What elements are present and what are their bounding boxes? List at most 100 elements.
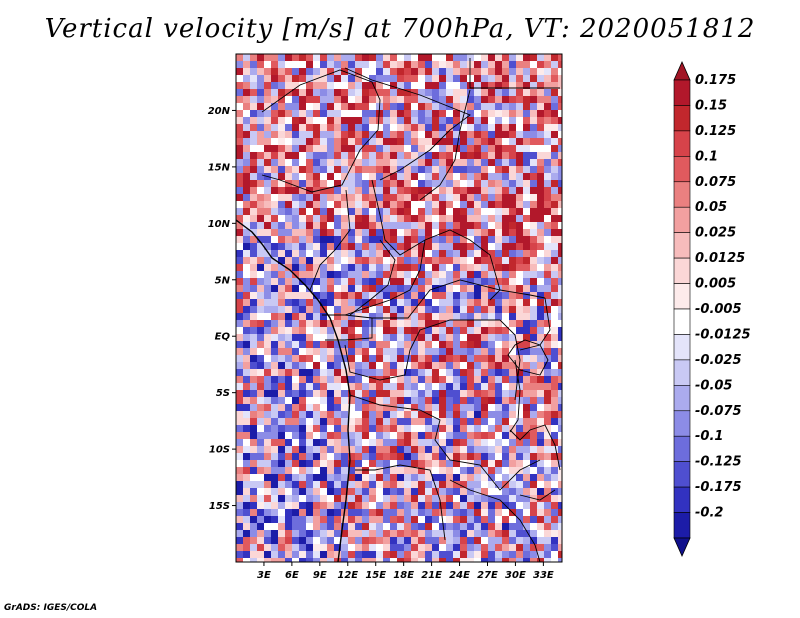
field-cell <box>369 96 376 103</box>
field-cell <box>551 96 558 103</box>
field-cell <box>257 383 264 390</box>
field-cell <box>292 124 299 131</box>
field-cell <box>467 467 474 474</box>
field-cell <box>411 264 418 271</box>
field-cell <box>390 348 397 355</box>
field-cell <box>264 334 271 341</box>
field-cell <box>530 516 537 523</box>
field-cell <box>537 425 544 432</box>
field-cell <box>516 257 523 264</box>
field-cell <box>243 166 250 173</box>
field-cell <box>474 222 481 229</box>
field-cell <box>355 460 362 467</box>
field-cell <box>509 551 516 558</box>
field-cell <box>313 439 320 446</box>
field-cell <box>285 334 292 341</box>
field-cell <box>425 187 432 194</box>
field-cell <box>537 201 544 208</box>
field-cell <box>362 138 369 145</box>
field-cell <box>411 397 418 404</box>
field-cell <box>418 222 425 229</box>
field-cell <box>348 285 355 292</box>
field-cell <box>502 215 509 222</box>
field-cell <box>418 411 425 418</box>
field-cell <box>334 180 341 187</box>
field-cell <box>516 432 523 439</box>
field-cell <box>264 103 271 110</box>
field-cell <box>551 82 558 89</box>
field-cell <box>488 530 495 537</box>
field-cell <box>376 320 383 327</box>
field-cell <box>313 110 320 117</box>
field-cell <box>278 117 285 124</box>
field-cell <box>488 187 495 194</box>
field-cell <box>271 439 278 446</box>
field-cell <box>467 264 474 271</box>
field-cell <box>432 446 439 453</box>
field-cell <box>285 257 292 264</box>
field-cell <box>509 82 516 89</box>
field-cell <box>236 61 243 68</box>
field-cell <box>334 558 341 562</box>
field-cell <box>544 271 551 278</box>
field-cell <box>418 278 425 285</box>
field-cell <box>306 138 313 145</box>
field-cell <box>236 243 243 250</box>
field-cell <box>299 355 306 362</box>
field-cell <box>264 166 271 173</box>
field-cell <box>495 201 502 208</box>
field-cell <box>495 467 502 474</box>
field-cell <box>292 474 299 481</box>
field-cell <box>509 89 516 96</box>
field-cell <box>516 82 523 89</box>
field-cell <box>257 481 264 488</box>
field-cell <box>502 103 509 110</box>
field-cell <box>502 124 509 131</box>
field-cell <box>369 124 376 131</box>
field-cell <box>474 173 481 180</box>
field-cell <box>425 257 432 264</box>
field-cell <box>278 54 285 61</box>
field-cell <box>362 355 369 362</box>
field-cell <box>404 152 411 159</box>
field-cell <box>348 453 355 460</box>
colorbar-segment <box>673 334 691 361</box>
field-cell <box>558 460 562 467</box>
field-cell <box>271 250 278 257</box>
field-cell <box>334 488 341 495</box>
field-cell <box>453 264 460 271</box>
field-cell <box>313 348 320 355</box>
field-cell <box>453 544 460 551</box>
field-cell <box>467 201 474 208</box>
field-cell <box>551 208 558 215</box>
field-cell <box>544 446 551 453</box>
field-cell <box>306 313 313 320</box>
field-cell <box>446 180 453 187</box>
field-cell <box>439 208 446 215</box>
field-cell <box>495 194 502 201</box>
field-cell <box>327 257 334 264</box>
field-cell <box>446 292 453 299</box>
field-cell <box>320 537 327 544</box>
field-cell <box>537 208 544 215</box>
field-cell <box>383 488 390 495</box>
field-cell <box>502 173 509 180</box>
field-cell <box>467 306 474 313</box>
field-cell <box>474 236 481 243</box>
field-cell <box>488 544 495 551</box>
field-cell <box>390 432 397 439</box>
field-cell <box>278 159 285 166</box>
field-cell <box>250 299 257 306</box>
field-cell <box>236 236 243 243</box>
field-cell <box>355 222 362 229</box>
field-cell <box>306 509 313 516</box>
field-cell <box>460 313 467 320</box>
field-cell <box>264 110 271 117</box>
field-cell <box>376 306 383 313</box>
field-cell <box>292 103 299 110</box>
field-cell <box>481 82 488 89</box>
colorbar-level-label: -0.0125 <box>695 327 751 342</box>
field-cell <box>236 348 243 355</box>
field-cell <box>488 313 495 320</box>
field-cell <box>243 110 250 117</box>
